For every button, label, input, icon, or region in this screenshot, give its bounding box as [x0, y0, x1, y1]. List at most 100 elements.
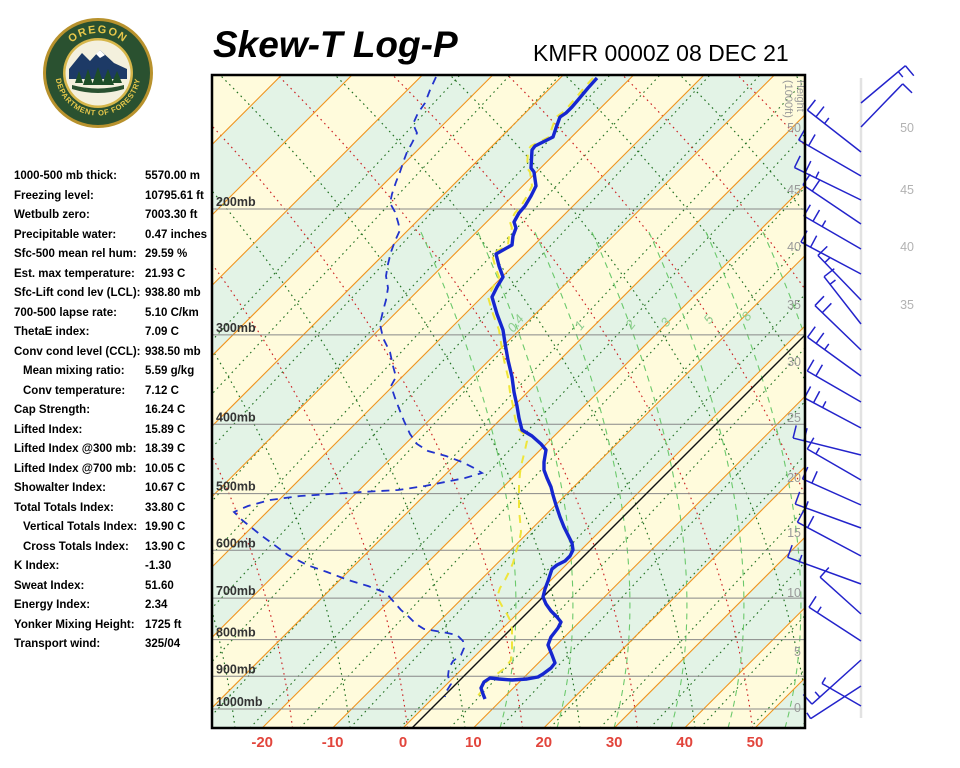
height-tick-label-outer: 45 [900, 183, 914, 197]
index-label: Lifted Index @300 mb: [14, 443, 137, 455]
height-tick-label: 25 [787, 411, 801, 425]
plot-border [210, 73, 807, 730]
odf-logo-svg: OREGON DEPARTMENT OF FORESTRY [43, 18, 153, 128]
index-row: ThetaE index: 7.09 C [14, 324, 214, 344]
wind-barb [860, 65, 915, 104]
index-value: 18.39 C [145, 443, 186, 455]
index-label: Cross Totals Index: [23, 540, 129, 553]
index-value: 1725 ft [145, 618, 182, 631]
index-value: 325/04 [145, 638, 181, 650]
height-tick-label: 50 [787, 121, 801, 135]
freezing-isotherm [411, 334, 805, 728]
index-row: Est. max temperature: 21.93 C [14, 266, 214, 286]
temp-axis-label: -20 [251, 734, 273, 751]
index-value: 7.09 C [145, 326, 179, 338]
pressure-label: 400mb [216, 410, 256, 424]
odf-logo: OREGON DEPARTMENT OF FORESTRY [42, 17, 154, 134]
index-label: Conv cond level (CCL): [14, 345, 141, 358]
index-row: Vertical Totals Index: 19.90 C [14, 519, 214, 539]
wind-barb [806, 99, 862, 153]
index-value: 7.12 C [145, 384, 179, 397]
pressure-label: 600mb [216, 536, 256, 550]
wind-barb [808, 595, 862, 642]
height-tick-label: 20 [787, 471, 801, 485]
index-label: 700-500 lapse rate: [14, 306, 117, 319]
wetbulb-profile [476, 77, 594, 698]
index-label: Transport wind: [14, 638, 101, 650]
temp-axis-label: -10 [322, 734, 344, 751]
index-value: 29.59 % [145, 248, 188, 260]
pressure-label: 1000mb [216, 695, 263, 709]
index-label: Yonker Mixing Height: [14, 618, 135, 631]
wind-barb [806, 326, 862, 377]
index-label: Wetbulb zero: [14, 209, 90, 221]
index-row: 700-500 lapse rate: 5.10 C/km [14, 305, 214, 325]
index-label: Freezing level: [14, 189, 94, 202]
wind-barb [814, 295, 862, 351]
index-label: Total Totals Index: [14, 501, 114, 514]
index-row: Sweat Index: 51.60 [14, 578, 214, 598]
index-label: Energy Index: [14, 599, 91, 611]
height-axis-title: Height [794, 80, 806, 112]
height-tick-label: 40 [787, 240, 801, 254]
wind-barb [817, 245, 862, 301]
pressure-label: 200mb [216, 195, 256, 209]
index-row: Lifted Index @300 mb: 18.39 C [14, 441, 214, 461]
index-row: Cap Strength: 16.24 C [14, 402, 214, 422]
pressure-label: 700mb [216, 584, 256, 598]
pressure-label: 300mb [216, 321, 256, 335]
index-label: Vertical Totals Index: [23, 521, 138, 533]
temp-axis-label: 50 [747, 734, 764, 751]
indices-panel: 1000-500 mb thick: 5570.00 m Freezing leve… [14, 168, 214, 656]
height-tick-label: 35 [787, 298, 801, 312]
index-row: Lifted Index @700 mb: 10.05 C [14, 461, 214, 481]
index-row: K Index: -1.30 [14, 558, 214, 578]
index-label: Mean mixing ratio: [23, 365, 125, 377]
temp-axis-label: 10 [465, 734, 482, 751]
index-value: 938.80 mb [145, 287, 201, 299]
logo-trees [75, 67, 122, 85]
wind-barb [797, 128, 862, 177]
index-label: Est. max temperature: [14, 267, 135, 280]
index-label: Sfc-Lift cond lev (LCL): [14, 287, 141, 299]
wind-barb [801, 466, 862, 506]
index-row: Conv cond level (CCL): 938.50 mb [14, 344, 214, 364]
temp-axis-label: 30 [606, 734, 623, 751]
index-label: Precipitable water: [14, 228, 117, 241]
index-row: Precipitable water: 0.47 inches [14, 227, 214, 247]
wind-barb [802, 659, 862, 705]
temperature-profile [479, 76, 599, 700]
height-tick-label: 45 [787, 183, 801, 197]
index-value: 15.89 C [145, 423, 186, 436]
index-label: Showalter Index: [14, 482, 107, 494]
wind-barb [796, 510, 862, 557]
dewpoint-profile [232, 76, 485, 698]
height-tick-label-outer: 35 [900, 298, 914, 312]
temp-axis-label: 0 [399, 734, 407, 751]
index-row: Mean mixing ratio: 5.59 g/kg [14, 363, 214, 383]
height-tick-label: 5 [794, 645, 801, 659]
wind-barb [860, 83, 913, 128]
index-row: Wetbulb zero: 7003.30 ft [14, 207, 214, 227]
index-value: 938.50 mb [145, 345, 201, 358]
height-tick-label: 30 [787, 355, 801, 369]
page-title: Skew-T Log-P [213, 24, 458, 65]
index-row: Conv temperature: 7.12 C [14, 383, 214, 403]
index-row: Transport wind: 325/04 [14, 636, 214, 656]
station-datetime: KMFR 0000Z 08 DEC 21 [533, 40, 789, 66]
index-row: 1000-500 mb thick: 5570.00 m [14, 168, 214, 188]
index-row: Energy Index: 2.34 [14, 597, 214, 617]
height-tick-label: 10 [787, 586, 801, 600]
index-row: Lifted Index: 15.89 C [14, 422, 214, 442]
wind-barb [802, 173, 862, 225]
index-value: 10.67 C [145, 482, 186, 494]
index-value: 13.90 C [145, 540, 186, 553]
wind-barb [803, 204, 862, 250]
index-value: 21.93 C [145, 267, 186, 280]
index-label: Cap Strength: [14, 404, 91, 416]
index-value: 16.24 C [145, 404, 186, 416]
index-row: Yonker Mixing Height: 1725 ft [14, 617, 214, 637]
index-label: ThetaE index: [14, 326, 90, 338]
